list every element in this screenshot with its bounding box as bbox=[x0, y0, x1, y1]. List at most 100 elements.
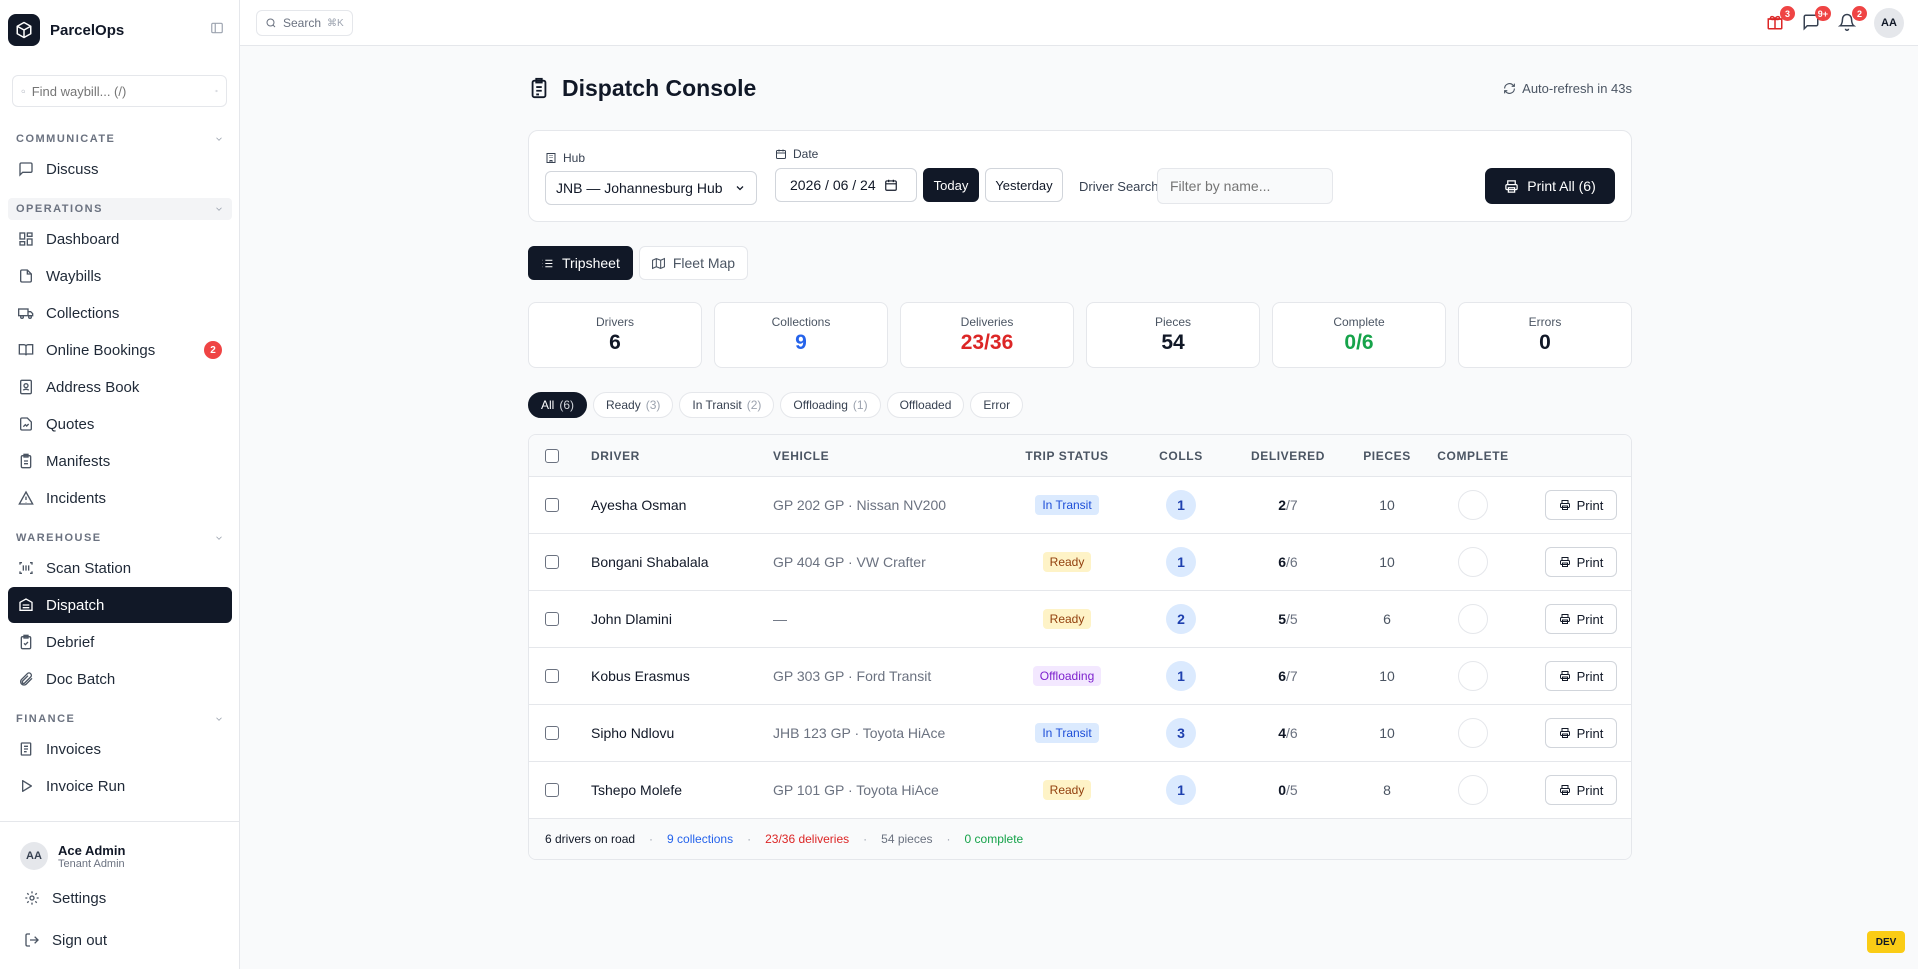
section-communicate[interactable]: COMMUNICATE bbox=[0, 128, 240, 150]
trip-status-badge: Ready bbox=[1042, 609, 1092, 629]
trip-status-badge: In Transit bbox=[1035, 723, 1099, 743]
status-tab-in-transit[interactable]: In Transit (2) bbox=[679, 392, 775, 418]
sidebar-item-manifests[interactable]: Manifests bbox=[8, 443, 232, 479]
vehicle: GP 404 GP · VW Crafter bbox=[773, 554, 926, 570]
complete-toggle[interactable] bbox=[1458, 604, 1488, 634]
complete-toggle[interactable] bbox=[1458, 718, 1488, 748]
complete-toggle[interactable] bbox=[1458, 661, 1488, 691]
column-trip-status[interactable]: TRIP STATUS bbox=[1025, 448, 1109, 463]
settings-link[interactable]: Settings bbox=[12, 880, 228, 916]
column-vehicle[interactable]: VEHICLE bbox=[773, 448, 830, 463]
print-all-button[interactable]: Print All (6) bbox=[1485, 168, 1615, 204]
sidebar-item-waybills[interactable]: Waybills bbox=[8, 258, 232, 294]
user-avatar-button[interactable]: AA bbox=[1874, 8, 1904, 38]
row-checkbox[interactable] bbox=[545, 669, 559, 683]
today-button[interactable]: Today bbox=[923, 168, 979, 202]
sidebar-item-quotes[interactable]: Quotes bbox=[8, 406, 232, 442]
sidebar-item-online-bookings[interactable]: Online Bookings 2 bbox=[8, 332, 232, 368]
sidebar-item-address-book[interactable]: Address Book bbox=[8, 369, 232, 405]
waybill-search[interactable] bbox=[12, 75, 227, 107]
status-tab-offloaded[interactable]: Offloaded bbox=[886, 392, 965, 418]
sidebar-item-doc-batch[interactable]: Doc Batch bbox=[8, 661, 232, 697]
collections-count[interactable]: 1 bbox=[1166, 775, 1196, 805]
user-profile[interactable]: AA Ace Admin Tenant Admin bbox=[0, 838, 240, 874]
hub-select[interactable]: JNB — Johannesburg Hub bbox=[545, 171, 757, 205]
status-tab-error[interactable]: Error bbox=[970, 392, 1024, 418]
row-checkbox[interactable] bbox=[545, 555, 559, 569]
sidebar-item-debrief[interactable]: Debrief bbox=[8, 624, 232, 660]
section-operations[interactable]: OPERATIONS bbox=[8, 198, 232, 220]
table-row[interactable]: Kobus Erasmus GP 303 GP · Ford Transit Off… bbox=[529, 648, 1631, 705]
table-row[interactable]: Bongani Shabalala GP 404 GP · VW Crafter R… bbox=[529, 534, 1631, 591]
sidebar-item-incidents[interactable]: Incidents bbox=[8, 480, 232, 516]
driver-search-input[interactable] bbox=[1157, 168, 1333, 204]
sidebar-item-invoice-run[interactable]: Invoice Run bbox=[8, 768, 232, 804]
tab-fleet-map[interactable]: Fleet Map bbox=[638, 246, 749, 280]
tab-tripsheet[interactable]: Tripsheet bbox=[528, 246, 633, 280]
sidebar-item-dispatch[interactable]: Dispatch bbox=[8, 587, 232, 623]
sidebar-collapse-icon[interactable] bbox=[210, 21, 224, 35]
section-warehouse[interactable]: WAREHOUSE bbox=[0, 527, 240, 549]
column-driver[interactable]: DRIVER bbox=[591, 448, 640, 463]
collections-count[interactable]: 2 bbox=[1166, 604, 1196, 634]
collections-count[interactable]: 1 bbox=[1166, 490, 1196, 520]
row-checkbox[interactable] bbox=[545, 783, 559, 797]
brand[interactable]: ParcelOps bbox=[8, 14, 124, 46]
driver-name[interactable]: Ayesha Osman bbox=[591, 497, 687, 513]
row-checkbox[interactable] bbox=[545, 726, 559, 740]
print-button[interactable]: Print bbox=[1545, 547, 1617, 577]
print-button[interactable]: Print bbox=[1545, 490, 1617, 520]
status-tab-ready[interactable]: Ready (3) bbox=[593, 392, 674, 418]
collections-count[interactable]: 1 bbox=[1166, 661, 1196, 691]
sign-out-link[interactable]: Sign out bbox=[12, 922, 228, 958]
driver-name[interactable]: Tshepo Molefe bbox=[591, 782, 683, 798]
complete-toggle[interactable] bbox=[1458, 547, 1488, 577]
sidebar-item-discuss[interactable]: Discuss bbox=[8, 151, 232, 187]
row-checkbox[interactable] bbox=[545, 612, 559, 626]
driver-name[interactable]: Sipho Ndlovu bbox=[591, 725, 675, 741]
sidebar-item-collections[interactable]: Collections bbox=[8, 295, 232, 331]
driver-name[interactable]: Kobus Erasmus bbox=[591, 668, 690, 684]
table-row[interactable]: Tshepo Molefe GP 101 GP · Toyota HiAce Rea… bbox=[529, 762, 1631, 819]
bell-icon[interactable]: 2 bbox=[1838, 6, 1867, 33]
log-out-icon bbox=[25, 933, 39, 947]
global-search-button[interactable]: Search ⌘K bbox=[256, 10, 353, 36]
messages-icon[interactable]: 9+ bbox=[1802, 6, 1831, 33]
print-button[interactable]: Print bbox=[1545, 604, 1617, 634]
column-complete[interactable]: COMPLETE bbox=[1437, 448, 1509, 463]
sidebar-item-scan-station[interactable]: Scan Station bbox=[8, 550, 232, 586]
sidebar-item-invoices[interactable]: Invoices bbox=[8, 731, 232, 767]
print-button[interactable]: Print bbox=[1545, 661, 1617, 691]
calendar-icon[interactable] bbox=[884, 178, 898, 192]
row-checkbox[interactable] bbox=[545, 498, 559, 512]
waybill-search-input[interactable] bbox=[31, 83, 208, 99]
chevron-down-icon bbox=[736, 186, 744, 191]
topbar: Search ⌘K 3 9+ 2 AA bbox=[240, 0, 1918, 46]
package-notifications-icon[interactable]: 3 bbox=[1766, 6, 1795, 33]
table-row[interactable]: Ayesha Osman GP 202 GP · Nissan NV200 In T… bbox=[529, 477, 1631, 534]
select-all-checkbox[interactable] bbox=[545, 448, 559, 463]
section-finance[interactable]: FINANCE bbox=[0, 708, 240, 730]
driver-name[interactable]: John Dlamini bbox=[591, 611, 672, 627]
complete-toggle[interactable] bbox=[1458, 775, 1488, 805]
column-delivered[interactable]: DELIVERED bbox=[1250, 448, 1326, 463]
column-pieces[interactable]: PIECES bbox=[1363, 448, 1411, 463]
vehicle: GP 202 GP · Nissan NV200 bbox=[773, 497, 947, 513]
print-button[interactable]: Print bbox=[1545, 775, 1617, 805]
status-tab-all[interactable]: All (6) bbox=[528, 392, 588, 418]
status-tab-offloading[interactable]: Offloading (1) bbox=[780, 392, 881, 418]
complete-toggle[interactable] bbox=[1458, 490, 1488, 520]
arrow-right-icon[interactable] bbox=[214, 85, 218, 97]
print-button[interactable]: Print bbox=[1545, 718, 1617, 748]
date-input[interactable]: 2026 / 06 / 24 bbox=[775, 168, 917, 202]
driver-name[interactable]: Bongani Shabalala bbox=[591, 554, 709, 570]
collections-count[interactable]: 1 bbox=[1166, 547, 1196, 577]
view-tabs: Tripsheet Fleet Map bbox=[528, 246, 1632, 282]
yesterday-button[interactable]: Yesterday bbox=[985, 168, 1063, 202]
table-row[interactable]: Sipho Ndlovu JHB 123 GP · Toyota HiAce In … bbox=[529, 705, 1631, 762]
table-row[interactable]: John Dlamini — Ready 2 5/5 6 Print bbox=[529, 591, 1631, 648]
collections-count[interactable]: 3 bbox=[1166, 718, 1196, 748]
column-colls[interactable]: COLLS bbox=[1159, 448, 1203, 463]
vehicle: — bbox=[773, 611, 787, 627]
sidebar-item-dashboard[interactable]: Dashboard bbox=[8, 221, 232, 257]
